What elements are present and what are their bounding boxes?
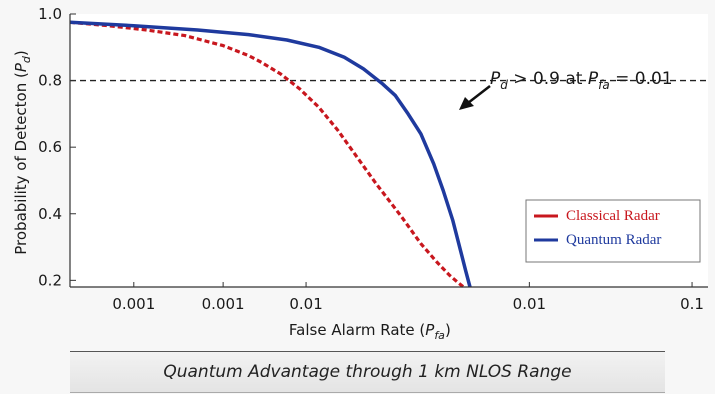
legend-box xyxy=(525,199,701,263)
y-tick-label: 1.0 xyxy=(38,5,62,23)
annotation-part: > 0.9 at xyxy=(508,69,588,89)
axis-label-layer: False Alarm Rate (Pfa)Probability of Det… xyxy=(12,50,451,342)
x-axis-title-main: False Alarm Rate ( xyxy=(289,321,425,339)
annotation-layer: Pd > 0.9 at Pfa = 0.01 xyxy=(459,69,673,110)
y-axis-title-symbol: P xyxy=(12,62,30,72)
x-tick-label: 0.01 xyxy=(289,295,322,313)
y-axis-title: Probability of Detecton (Pd) xyxy=(12,50,33,255)
series-line-classical xyxy=(69,20,465,289)
x-axis-title-subscript: fa xyxy=(434,329,445,342)
y-axis-title-main: Probability of Detecton ( xyxy=(12,72,30,255)
annotation-text: Pd > 0.9 at Pfa = 0.01 xyxy=(490,69,673,92)
annotation-part: fa xyxy=(598,78,610,92)
x-tick-label: 0.001 xyxy=(112,295,155,313)
annotation-part: = 0.01 xyxy=(610,69,673,89)
series-line-quantum xyxy=(69,20,472,288)
annotation-arrow-shaft xyxy=(467,85,491,104)
legend-label: Classical Radar xyxy=(566,208,660,224)
y-tick-label: 0.6 xyxy=(38,138,62,156)
x-tick-label: 0.01 xyxy=(513,295,546,313)
y-tick-label: 0.4 xyxy=(38,205,62,223)
series-layer xyxy=(69,20,472,289)
caption-bar: Quantum Advantage through 1 km NLOS Rang… xyxy=(70,351,665,393)
legend: Classical Radar Quantum Radar xyxy=(525,199,701,263)
x-tick-label: 0.1 xyxy=(680,295,704,313)
x-tick-label: 0.001 xyxy=(202,295,245,313)
y-tick-label: 0.8 xyxy=(38,72,62,90)
tick-layer: 0.2 0.4 0.6 0.8 1.0 0.001 0.001 0.01 0.01 0.1 xyxy=(38,5,704,313)
annotation-part: d xyxy=(500,78,508,92)
annotation-part: P xyxy=(490,69,501,89)
annotation-part: P xyxy=(588,69,599,89)
y-axis-title-end: ) xyxy=(12,50,30,56)
caption-text: Quantum Advantage through 1 km NLOS Rang… xyxy=(163,362,572,382)
y-tick-label: 0.2 xyxy=(38,271,62,289)
legend-label: Quantum Radar xyxy=(566,232,661,248)
x-axis-title-end: ) xyxy=(445,321,451,339)
x-axis-title: False Alarm Rate (Pfa) xyxy=(289,321,451,342)
annotation-arrowhead xyxy=(459,97,474,110)
y-axis-title-subscript: d xyxy=(20,55,33,63)
x-axis-title-symbol: P xyxy=(425,321,435,339)
